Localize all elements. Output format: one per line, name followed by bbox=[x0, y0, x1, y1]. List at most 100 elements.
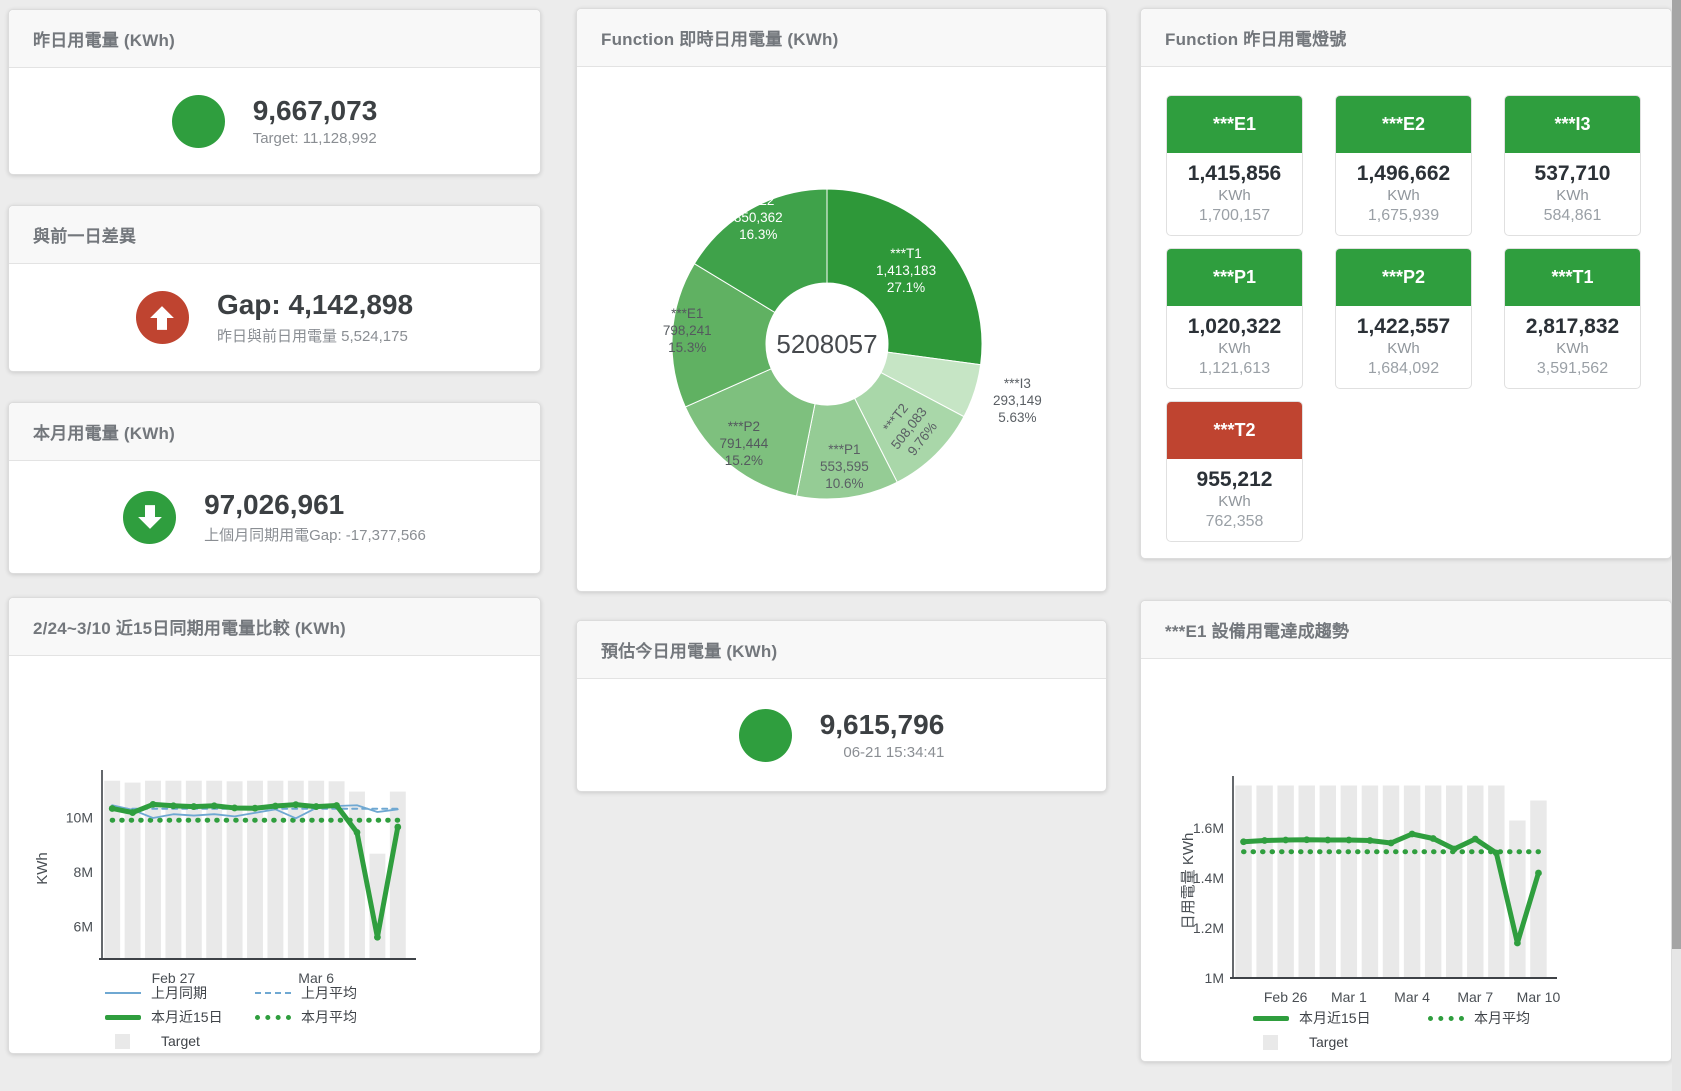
target-bar bbox=[349, 791, 365, 959]
tspan-shape: 791,444 bbox=[719, 436, 768, 451]
legend-item[interactable]: Target bbox=[105, 1032, 255, 1050]
target-bar bbox=[1319, 785, 1337, 978]
legend-item[interactable]: 本月近15日 bbox=[105, 1008, 255, 1026]
target-bar bbox=[104, 780, 121, 959]
y-tick-label: 1.6M bbox=[1193, 820, 1224, 836]
tspan-shape: ***I3 bbox=[1004, 376, 1031, 391]
stat-sub: 昨日與前日用電量 5,524,175 bbox=[216, 327, 408, 345]
tile-status-label: ***P2 bbox=[1336, 249, 1471, 306]
card-body: 9,667,073 Target: 11,128,992 bbox=[9, 68, 540, 174]
target-bar bbox=[287, 780, 304, 959]
tile-status-label: ***E2 bbox=[1336, 96, 1471, 153]
card-header: 本月用電量 (KWh) bbox=[9, 403, 540, 461]
card-estimate-today: 預估今日用電量 (KWh) 9,615,796 06-21 15:34:41 bbox=[576, 620, 1107, 792]
target-bar bbox=[308, 780, 325, 959]
stat-value: Gap: 4,142,898 bbox=[216, 289, 414, 321]
lamp-tile: ***P2 1,422,557 KWh 1,684,092 bbox=[1335, 248, 1472, 389]
series-point bbox=[1282, 836, 1290, 844]
card-lamp-status: Function 昨日用電燈號 ***E1 1,415,856 KWh 1,700,1… bbox=[1140, 8, 1672, 559]
stat-text: Gap: 4,142,898 昨日與前日用電量 5,524,175 bbox=[217, 289, 413, 345]
lamp-tile-grid: ***E1 1,415,856 KWh 1,700,157 ***E2 1,496,662… bbox=[1141, 67, 1671, 558]
legend-item[interactable]: 本月平均 bbox=[255, 1008, 425, 1026]
donut-center-total: 5208057 bbox=[776, 329, 877, 359]
stat-row: 97,026,961 上個月同期用電Gap: -17,377,566 bbox=[9, 461, 540, 573]
series-point bbox=[1324, 836, 1332, 844]
tile-value: 1,422,557 bbox=[1356, 315, 1451, 338]
lamp-tile: ***T1 2,817,832 KWh 3,591,562 bbox=[1504, 248, 1641, 389]
tile-unit: KWh bbox=[1218, 187, 1251, 204]
legend-label: 上月同期 bbox=[151, 985, 207, 1001]
target-bar bbox=[1235, 785, 1252, 978]
target-bar bbox=[165, 780, 182, 959]
tspan-shape: 850,362 bbox=[734, 210, 783, 225]
target-bar bbox=[247, 780, 263, 959]
target-bar bbox=[389, 791, 406, 959]
legend-item[interactable]: 上月同期 bbox=[105, 984, 255, 1002]
arrow-up-circle-icon bbox=[135, 291, 189, 344]
tile-unit: KWh bbox=[1556, 340, 1589, 357]
stat-row: Gap: 4,142,898 昨日與前日用電量 5,524,175 bbox=[9, 264, 540, 371]
x-tick-label: Mar 1 bbox=[1331, 989, 1367, 1005]
target-bar bbox=[1403, 785, 1421, 978]
series-point bbox=[394, 823, 402, 831]
dash-blue-legend-marker-icon bbox=[255, 992, 291, 994]
card-body: 97,026,961 上個月同期用電Gap: -17,377,566 bbox=[9, 461, 540, 573]
tspan-shape: ***P1 bbox=[828, 442, 860, 457]
target-bar bbox=[124, 782, 141, 959]
legend-item[interactable]: 本月近15日 bbox=[1253, 1009, 1428, 1027]
scrollbar-thumb[interactable] bbox=[1672, 0, 1681, 950]
target-bar bbox=[1445, 785, 1463, 978]
tile-target-value: 762,358 bbox=[1205, 513, 1264, 530]
series-point bbox=[1261, 837, 1268, 844]
target-bar bbox=[369, 853, 386, 959]
card-e1-trend: ***E1 設備用電達成趨勢 1M 1.2M 1.4M 1.6M Feb 26 Mar 1… bbox=[1140, 600, 1672, 1062]
donut-slice-E1 bbox=[671, 262, 776, 408]
x-tick-label: Mar 10 bbox=[1517, 989, 1561, 1005]
card-header: Function 即時日用電量 (KWh) bbox=[577, 9, 1106, 67]
compare-chart-legend: 上月同期 上月平均本月近15日 本月平均 Target bbox=[105, 984, 425, 1050]
legend-label: Target bbox=[161, 1033, 200, 1049]
stat-row: 9,667,073 Target: 11,128,992 bbox=[9, 68, 540, 174]
legend-label: 本月平均 bbox=[1474, 1010, 1530, 1026]
series-point bbox=[210, 802, 218, 810]
tile-status-label: ***T2 bbox=[1167, 402, 1302, 459]
legend-item[interactable]: Target bbox=[1253, 1033, 1428, 1051]
target-bar bbox=[267, 780, 284, 959]
target-bar bbox=[1530, 800, 1547, 978]
tspan-shape: 798,241 bbox=[663, 323, 712, 338]
legend-label: 本月近15日 bbox=[151, 1009, 223, 1025]
tspan-shape: 27.1% bbox=[887, 280, 925, 295]
donut-slice-label: ***P1 553,595 10.6% bbox=[820, 442, 869, 491]
line-blue-legend-marker-icon bbox=[105, 992, 141, 994]
page-scrollbar[interactable] bbox=[1672, 0, 1681, 1091]
target-bar bbox=[1488, 785, 1505, 978]
trend-chart-legend: 本月近15日 本月平均 Target bbox=[1253, 1009, 1603, 1051]
stat-value: 97,026,961 bbox=[204, 488, 345, 520]
legend-label: Target bbox=[1309, 1034, 1348, 1050]
tspan-shape: 1,413,183 bbox=[876, 263, 936, 278]
target-bar bbox=[1298, 785, 1315, 978]
y-axis-label: 日用電量 KWh bbox=[1180, 833, 1197, 930]
tspan-shape: ***P2 bbox=[728, 419, 760, 434]
legend-item[interactable]: 上月平均 bbox=[255, 984, 425, 1002]
e1-trend-line-chart: 1M 1.2M 1.4M 1.6M Feb 26 Mar 1 Mar 4 Mar 7 Mar 1… bbox=[1180, 776, 1561, 1005]
tile-status-label: ***E1 bbox=[1167, 96, 1302, 153]
legend-label: 本月近15日 bbox=[1299, 1010, 1371, 1026]
card-compare-chart: 2/24~3/10 近15日同期用電量比較 (KWh) 6M 8M 10M Feb 2… bbox=[8, 597, 541, 1054]
series-point bbox=[231, 804, 239, 812]
y-tick-label: 1.4M bbox=[1193, 870, 1224, 886]
series-point bbox=[292, 801, 300, 809]
card-title: 與前一日差異 bbox=[33, 227, 137, 246]
series-point bbox=[374, 933, 381, 941]
donut-slice-P2 bbox=[684, 368, 816, 497]
usage-donut-chart: ***T1 1,413,183 27.1% ***I3 293,149 5.63% ***T… bbox=[663, 188, 1042, 500]
tspan-shape: ***T1 bbox=[890, 246, 922, 261]
series-point bbox=[108, 805, 116, 812]
status-circle-icon bbox=[738, 708, 792, 762]
y-axis-label: KWh bbox=[34, 852, 51, 885]
card-header: 預估今日用電量 (KWh) bbox=[577, 621, 1106, 679]
legend-item[interactable]: 本月平均 bbox=[1428, 1009, 1603, 1027]
square-gray-legend-marker-icon bbox=[1263, 1034, 1278, 1050]
card-header: ***E1 設備用電達成趨勢 bbox=[1141, 601, 1671, 659]
tspan-shape: ***E1 bbox=[671, 306, 703, 321]
